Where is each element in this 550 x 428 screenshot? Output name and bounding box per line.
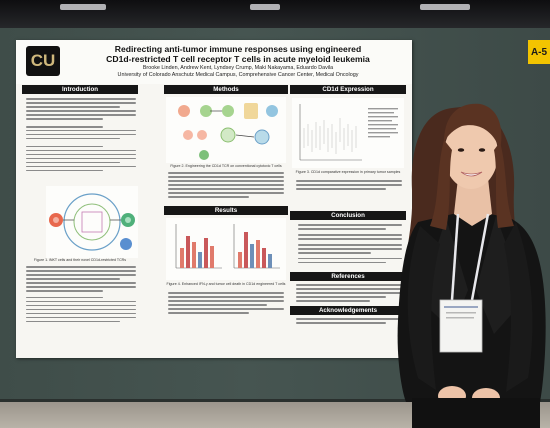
introduction-text (26, 98, 136, 174)
bar (204, 238, 208, 268)
section-results: Results (164, 206, 288, 215)
bar (198, 252, 202, 268)
bar (192, 242, 196, 268)
section-cd1d-expression: CD1d Expression (290, 85, 406, 94)
poster-header: CU Redirecting anti-tumor immune respons… (16, 40, 412, 84)
affiliation: University of Colorado Anschutz Medical … (117, 71, 359, 78)
floor-edge (0, 399, 550, 403)
poster-title: Redirecting anti-tumor immune responses … (68, 44, 408, 64)
booth-number-sign: A-5 (528, 40, 550, 64)
figure-3-expression-chart (292, 98, 404, 168)
legend-lines (368, 108, 398, 138)
section-references: References (290, 272, 406, 281)
section-acknowledgements: Acknowledgements (290, 306, 406, 315)
bar (210, 246, 214, 268)
ceiling-light (420, 4, 470, 10)
bar (262, 248, 266, 268)
bar (244, 232, 248, 268)
figure-1-caption: Figure 1. iNKT cells and their novel CD1… (33, 258, 127, 262)
cell-icon (222, 105, 234, 117)
cd1d-expression-text (296, 180, 402, 192)
diagram-circle (63, 193, 121, 251)
bar (238, 252, 242, 268)
references-text (296, 284, 402, 304)
data-points (303, 118, 357, 154)
methods-text (168, 172, 284, 200)
floor (0, 402, 550, 428)
section-introduction: Introduction (22, 85, 138, 94)
cell-nucleus-icon (53, 217, 59, 223)
cell-icon (266, 105, 278, 117)
figure-1-inkt-diagram (46, 186, 138, 258)
figure-2-methods-schematic (166, 97, 286, 163)
cell-icon (197, 130, 207, 140)
research-poster: CU Redirecting anti-tumor immune respons… (16, 40, 412, 358)
receptor-box (81, 211, 103, 233)
bar (250, 244, 254, 268)
introduction-text-lower (26, 266, 136, 325)
ceiling-light (60, 4, 106, 10)
cell-icon (199, 150, 209, 160)
poster-authors: Brooke Linden, Andrew Kent, Lyndsey Crum… (68, 65, 408, 78)
target-cell-icon (254, 129, 270, 145)
section-conclusion: Conclusion (290, 211, 406, 220)
engineered-t-cell-icon (220, 127, 236, 143)
bar (256, 240, 260, 268)
section-methods: Methods (164, 85, 288, 94)
diagram-circle (73, 203, 111, 241)
bar (186, 236, 190, 268)
ceiling (0, 0, 550, 28)
acknowledgements-text (296, 318, 402, 326)
conclusion-text (298, 224, 402, 266)
figure-4-caption: Figure 4. Enhanced IFN-γ and tumor cell … (166, 282, 286, 286)
figure-4-results-charts (166, 218, 286, 280)
nkt-cell-icon (120, 238, 132, 250)
results-text (168, 292, 284, 316)
bar (180, 248, 184, 268)
cell-nucleus-icon (125, 217, 131, 223)
cell-icon (200, 105, 212, 117)
poster-title-line1: Redirecting anti-tumor immune responses … (114, 44, 362, 54)
figure-2-caption: Figure 2. Engineering the CD1d TCR on co… (170, 164, 282, 168)
arrow (235, 134, 255, 138)
bar (268, 254, 272, 268)
ceiling-light (250, 4, 280, 10)
university-logo: CU (26, 46, 60, 76)
vector-icon (244, 103, 258, 119)
cell-icon (178, 105, 190, 117)
cell-icon (183, 130, 193, 140)
figure-3-caption: Figure 3. CD1d comparative expression in… (295, 170, 401, 174)
poster-title-line2: CD1d-restricted T cell receptor T cells … (106, 54, 370, 64)
author-list: Brooke Linden, Andrew Kent, Lyndsey Crum… (142, 65, 334, 71)
